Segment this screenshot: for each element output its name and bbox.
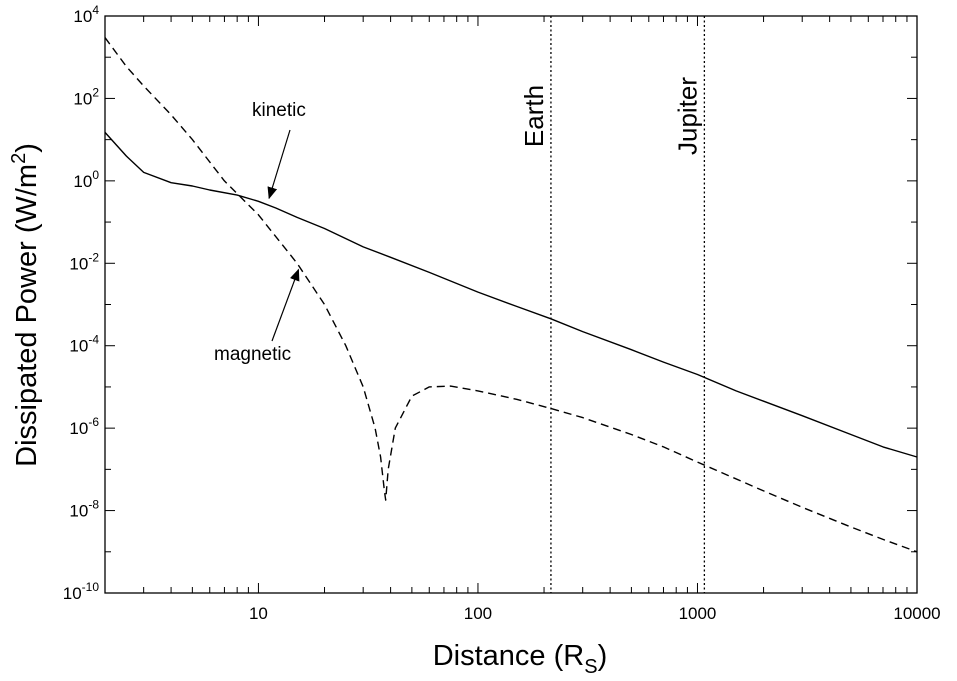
y-tick-label: 10-6 bbox=[69, 415, 99, 438]
y-tick-label: 10-2 bbox=[69, 250, 99, 273]
y-tick-label: 10-10 bbox=[63, 580, 100, 603]
y-tick-label: 10-8 bbox=[69, 498, 99, 521]
x-tick-label: 10 bbox=[249, 604, 268, 623]
annotation-arrow-magnetic bbox=[271, 268, 300, 342]
y-tick-label: 100 bbox=[73, 168, 99, 191]
series-line-magnetic bbox=[104, 37, 918, 553]
reference-label-earth: Earth bbox=[519, 85, 549, 147]
reference-label-jupiter: Jupiter bbox=[672, 77, 702, 155]
x-tick-label: 100 bbox=[464, 604, 492, 623]
y-axis-title: Dissipated Power (W/m2) bbox=[8, 143, 43, 467]
annotation-kinetic: kinetic bbox=[252, 100, 306, 121]
x-axis-title: Distance (RS) bbox=[433, 640, 608, 678]
x-tick-label: 1000 bbox=[679, 604, 717, 623]
annotation-magnetic: magnetic bbox=[214, 344, 291, 365]
y-tick-label: 10-4 bbox=[69, 333, 99, 356]
annotation-arrow-kinetic bbox=[267, 129, 291, 200]
series-line-kinetic bbox=[104, 131, 918, 458]
y-tick-label: 102 bbox=[73, 85, 99, 108]
x-tick-label: 10000 bbox=[893, 604, 940, 623]
y-tick-label: 104 bbox=[73, 3, 99, 26]
